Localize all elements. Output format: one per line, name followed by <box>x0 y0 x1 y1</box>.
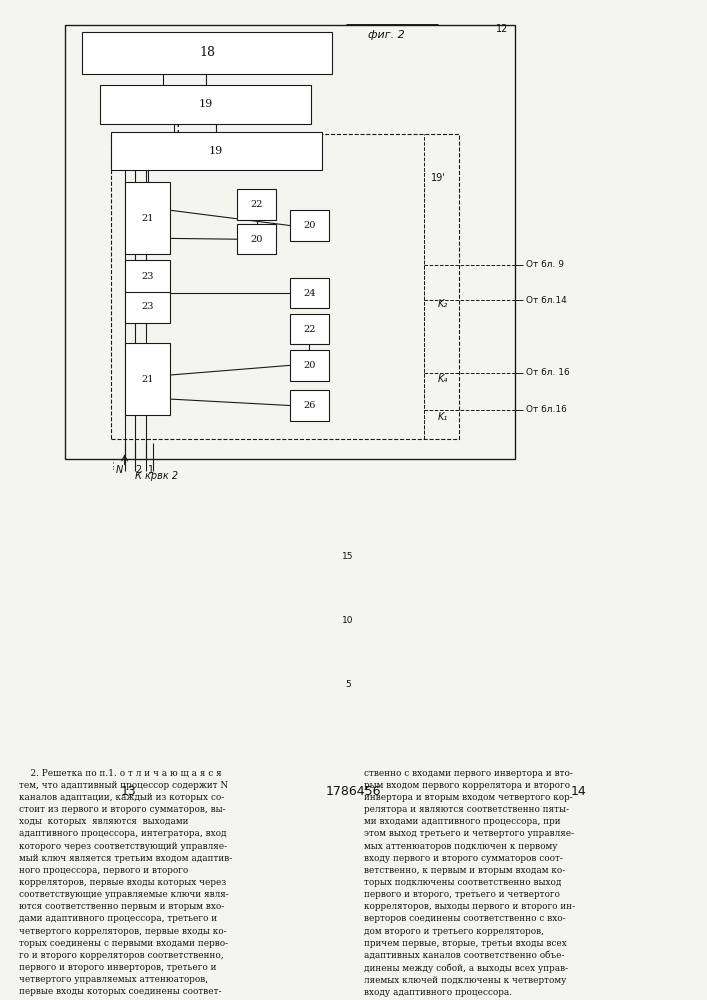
Text: От бл. 9: От бл. 9 <box>526 260 564 269</box>
Text: K₂: K₂ <box>438 299 448 309</box>
Text: 22: 22 <box>303 325 316 334</box>
Bar <box>83 32 332 74</box>
Text: :: : <box>175 121 180 135</box>
Text: 21: 21 <box>141 375 153 384</box>
Bar <box>290 210 329 241</box>
Text: 19': 19' <box>431 173 445 183</box>
Bar <box>290 350 329 381</box>
Bar <box>110 132 322 170</box>
Text: 5: 5 <box>345 680 351 689</box>
Bar <box>124 291 170 323</box>
Text: 10: 10 <box>342 616 354 625</box>
Bar <box>290 390 329 421</box>
Text: фиг. 2: фиг. 2 <box>368 30 404 40</box>
Text: К крвк 2: К крвк 2 <box>135 471 178 481</box>
Text: 14: 14 <box>571 785 587 798</box>
Text: 12: 12 <box>496 24 508 34</box>
Text: K₁: K₁ <box>438 412 448 422</box>
Text: 13: 13 <box>120 785 136 798</box>
Text: 23: 23 <box>141 272 153 281</box>
Text: 24: 24 <box>303 289 316 298</box>
Bar <box>65 25 515 459</box>
Text: 2: 2 <box>136 465 142 475</box>
Bar <box>290 314 329 344</box>
Text: 19: 19 <box>199 99 213 109</box>
Text: 26: 26 <box>303 401 315 410</box>
Bar <box>100 85 311 124</box>
Text: 2. Решетка по п.1. о т л и ч а ю щ а я с я
тем, что адаптивный процессор содержи: 2. Решетка по п.1. о т л и ч а ю щ а я с… <box>19 769 232 996</box>
Bar <box>124 260 170 292</box>
Text: От бл.14: От бл.14 <box>526 296 567 305</box>
Bar <box>124 343 170 415</box>
Bar <box>238 224 276 254</box>
Text: 1786456: 1786456 <box>326 785 381 798</box>
Text: 23: 23 <box>141 302 153 311</box>
Text: От бл. 16: От бл. 16 <box>526 368 570 377</box>
Text: 20: 20 <box>250 235 263 244</box>
Text: ственно с входами первого инвертора и вто-
рым входом первого коррелятора и втор: ственно с входами первого инвертора и вт… <box>364 769 575 997</box>
Text: 21: 21 <box>141 214 153 223</box>
Text: 22: 22 <box>250 200 263 209</box>
Bar <box>290 278 329 308</box>
Text: 15: 15 <box>342 552 354 561</box>
Text: 1: 1 <box>148 465 154 475</box>
Text: ...: ... <box>105 458 115 469</box>
Text: K₄: K₄ <box>438 374 448 384</box>
Text: 20: 20 <box>303 221 315 230</box>
Text: N: N <box>115 465 122 475</box>
Bar <box>238 189 276 220</box>
Bar <box>124 182 170 254</box>
Text: 20: 20 <box>303 361 315 370</box>
Text: От бл.16: От бл.16 <box>526 405 567 414</box>
Text: 19: 19 <box>209 146 223 156</box>
Text: 18: 18 <box>199 46 216 59</box>
Bar <box>110 134 459 439</box>
